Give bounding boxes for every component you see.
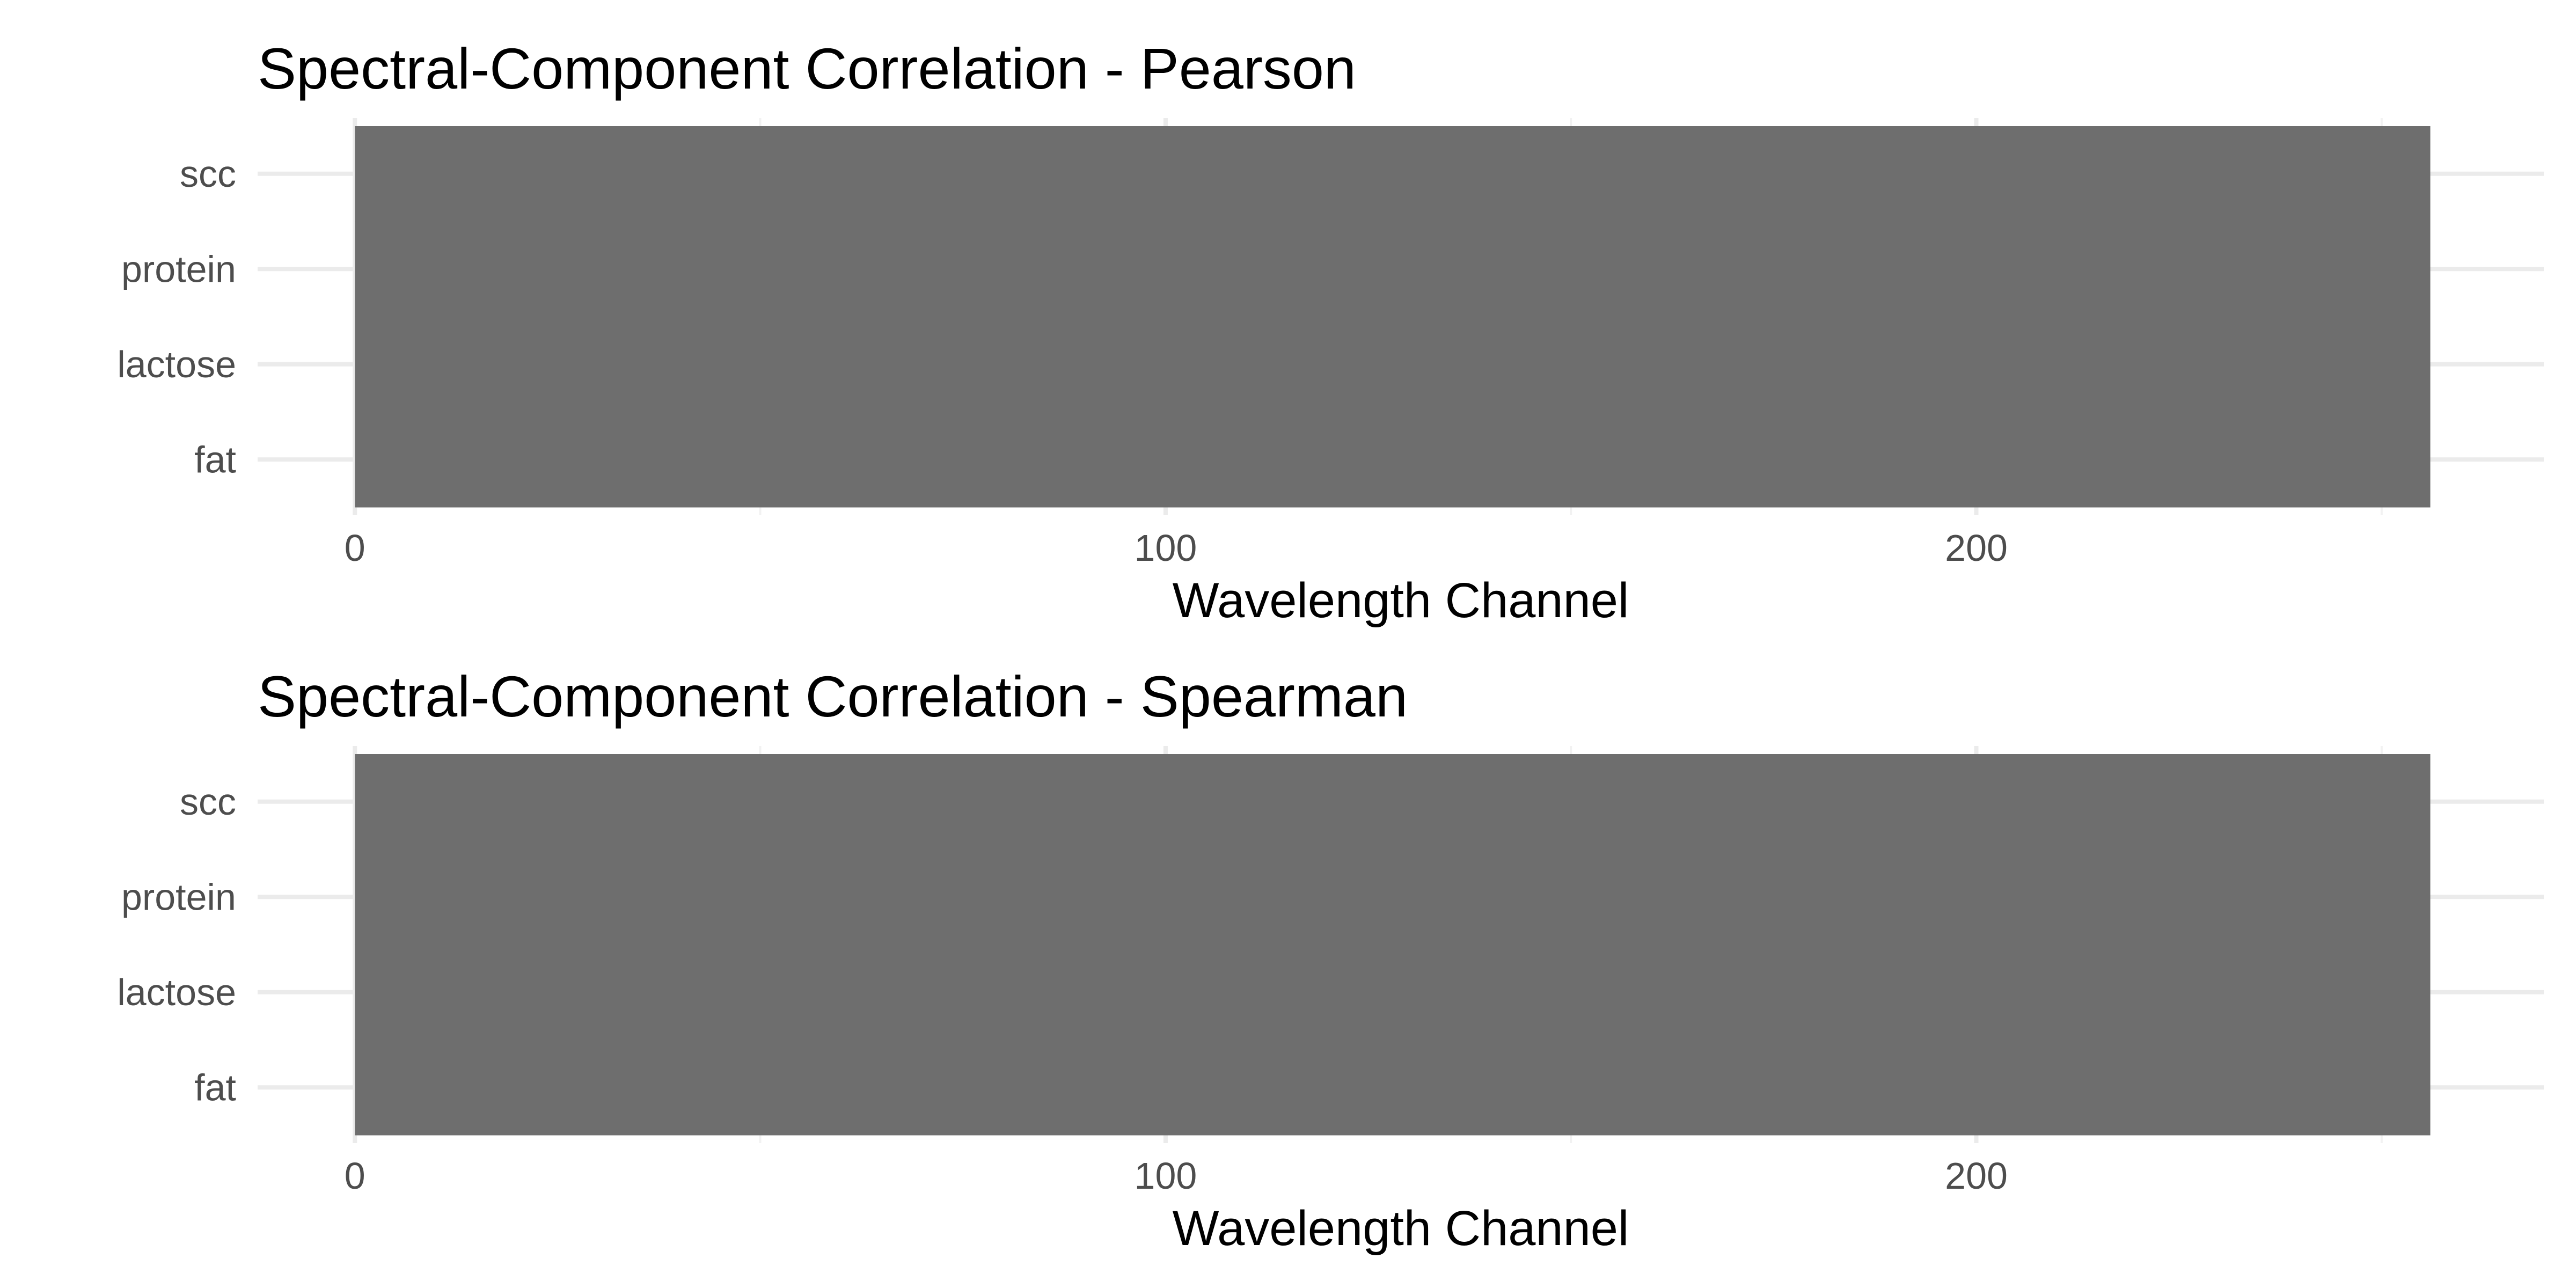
y-tick-label: scc	[180, 153, 236, 195]
heat-tile-scc	[355, 754, 2431, 850]
y-tick-label: fat	[194, 1066, 236, 1108]
x-tick-label: 0	[345, 1155, 365, 1197]
x-tick-label: 0	[345, 527, 365, 569]
y-tick-label: scc	[180, 781, 236, 823]
chart-title: Spectral-Component Correlation - Pearson	[258, 36, 1356, 101]
chart-panel-2: Spectral-Component Correlation - Spearma…	[117, 664, 2544, 1256]
heat-tile-protein	[355, 221, 2431, 317]
heat-tile-protein	[355, 849, 2431, 945]
y-tick-label: fat	[194, 438, 236, 480]
y-tick-label: protein	[121, 248, 236, 290]
heat-tile-lactose	[355, 317, 2431, 412]
x-axis-title: Wavelength Channel	[1173, 573, 1629, 628]
chart-panel-1: Spectral-Component Correlation - Pearson…	[117, 36, 2544, 628]
heat-tile-fat	[355, 412, 2431, 508]
heat-tile-fat	[355, 1040, 2431, 1136]
chart-title: Spectral-Component Correlation - Spearma…	[258, 664, 1408, 729]
x-axis-title: Wavelength Channel	[1173, 1201, 1629, 1256]
x-tick-label: 200	[1945, 527, 2008, 569]
x-tick-label: 200	[1945, 1155, 2008, 1197]
y-tick-label: lactose	[117, 343, 236, 385]
x-tick-label: 100	[1135, 527, 1197, 569]
y-tick-label: lactose	[117, 971, 236, 1013]
x-tick-label: 100	[1135, 1155, 1197, 1197]
heat-tile-scc	[355, 126, 2431, 222]
heat-tile-lactose	[355, 945, 2431, 1040]
y-tick-label: protein	[121, 876, 236, 918]
